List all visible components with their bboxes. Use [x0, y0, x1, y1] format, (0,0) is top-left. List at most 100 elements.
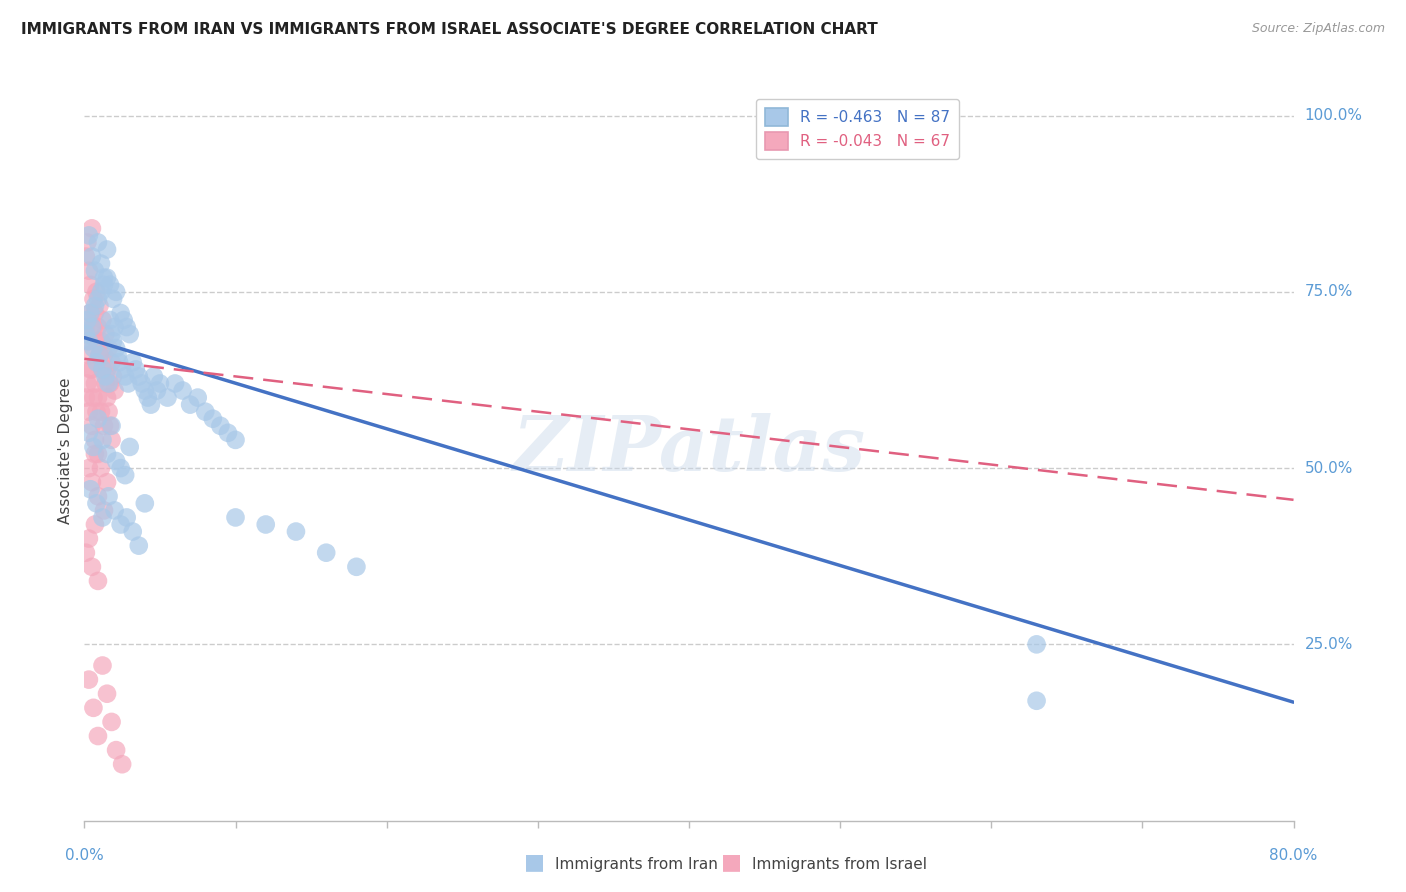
- Point: [165, 376, 187, 391]
- Point: [80, 320, 103, 334]
- Point: [94, 327, 117, 342]
- Point: [96, 391, 118, 405]
- Point: [91, 658, 114, 673]
- Point: [82, 701, 104, 715]
- Point: [117, 376, 139, 391]
- Point: [90, 334, 112, 348]
- Point: [87, 235, 110, 250]
- Point: [114, 468, 136, 483]
- Point: [76, 235, 98, 250]
- Text: Source: ZipAtlas.com: Source: ZipAtlas.com: [1251, 22, 1385, 36]
- Point: [98, 313, 121, 327]
- Point: [77, 334, 100, 348]
- Point: [225, 510, 247, 524]
- Point: [136, 391, 159, 405]
- Point: [77, 348, 100, 362]
- Point: [82, 341, 104, 355]
- Point: [101, 292, 124, 306]
- Point: [87, 320, 110, 334]
- Point: [94, 369, 117, 384]
- Point: [108, 355, 131, 369]
- Point: [225, 433, 247, 447]
- Point: [111, 757, 134, 772]
- Text: ■: ■: [721, 853, 741, 872]
- Point: [86, 355, 108, 369]
- Text: IMMIGRANTS FROM IRAN VS IMMIGRANTS FROM ISRAEL ASSOCIATE'S DEGREE CORRELATION CH: IMMIGRANTS FROM IRAN VS IMMIGRANTS FROM …: [21, 22, 877, 37]
- Point: [87, 292, 110, 306]
- Point: [75, 320, 97, 334]
- Point: [111, 362, 134, 376]
- Point: [80, 221, 103, 235]
- Point: [77, 405, 100, 419]
- Text: Immigrants from Iran: Immigrants from Iran: [555, 857, 718, 872]
- Point: [89, 348, 111, 362]
- Legend: R = -0.463   N = 87, R = -0.043   N = 67: R = -0.463 N = 87, R = -0.043 N = 67: [756, 99, 959, 159]
- Point: [128, 539, 150, 553]
- Text: ZIPatlas: ZIPatlas: [512, 414, 866, 487]
- Point: [94, 376, 117, 391]
- Point: [139, 398, 162, 412]
- Point: [96, 475, 118, 490]
- Point: [118, 440, 141, 454]
- Point: [82, 320, 104, 334]
- Point: [97, 405, 120, 419]
- Point: [93, 418, 115, 433]
- Point: [100, 355, 122, 369]
- Point: [104, 503, 127, 517]
- Point: [125, 362, 148, 376]
- Point: [104, 320, 127, 334]
- Point: [110, 306, 132, 320]
- Point: [77, 532, 100, 546]
- Text: 80.0%: 80.0%: [1270, 848, 1317, 863]
- Point: [80, 418, 103, 433]
- Point: [97, 376, 120, 391]
- Point: [254, 517, 277, 532]
- Point: [77, 461, 100, 475]
- Point: [79, 306, 101, 320]
- Point: [96, 270, 118, 285]
- Point: [93, 503, 115, 517]
- Point: [110, 517, 132, 532]
- Point: [91, 362, 114, 376]
- Point: [107, 348, 129, 362]
- Point: [79, 362, 101, 376]
- Point: [97, 341, 120, 355]
- Point: [75, 391, 97, 405]
- Point: [96, 243, 118, 257]
- Point: [110, 461, 132, 475]
- Point: [84, 433, 107, 447]
- Point: [79, 482, 101, 496]
- Point: [134, 496, 156, 510]
- Point: [134, 384, 156, 398]
- Point: [75, 327, 97, 342]
- Point: [84, 263, 107, 277]
- Point: [101, 369, 124, 384]
- Point: [86, 334, 108, 348]
- Point: [91, 313, 114, 327]
- Point: [76, 313, 98, 327]
- Point: [98, 277, 121, 292]
- Point: [105, 341, 128, 355]
- Point: [87, 411, 110, 425]
- Point: [90, 285, 112, 299]
- Point: [97, 489, 120, 503]
- Point: [77, 425, 100, 440]
- Point: [187, 391, 209, 405]
- Point: [87, 489, 110, 503]
- Point: [84, 299, 107, 313]
- Text: 50.0%: 50.0%: [1305, 460, 1353, 475]
- Point: [346, 559, 368, 574]
- Point: [142, 369, 165, 384]
- Point: [87, 447, 110, 461]
- Text: 75.0%: 75.0%: [1305, 285, 1353, 300]
- Point: [1025, 694, 1047, 708]
- Point: [80, 559, 103, 574]
- Point: [84, 376, 107, 391]
- Point: [112, 313, 135, 327]
- Point: [75, 250, 97, 264]
- Point: [80, 250, 103, 264]
- Point: [90, 461, 112, 475]
- Point: [100, 714, 122, 729]
- Point: [96, 362, 118, 376]
- Text: 100.0%: 100.0%: [1305, 108, 1362, 123]
